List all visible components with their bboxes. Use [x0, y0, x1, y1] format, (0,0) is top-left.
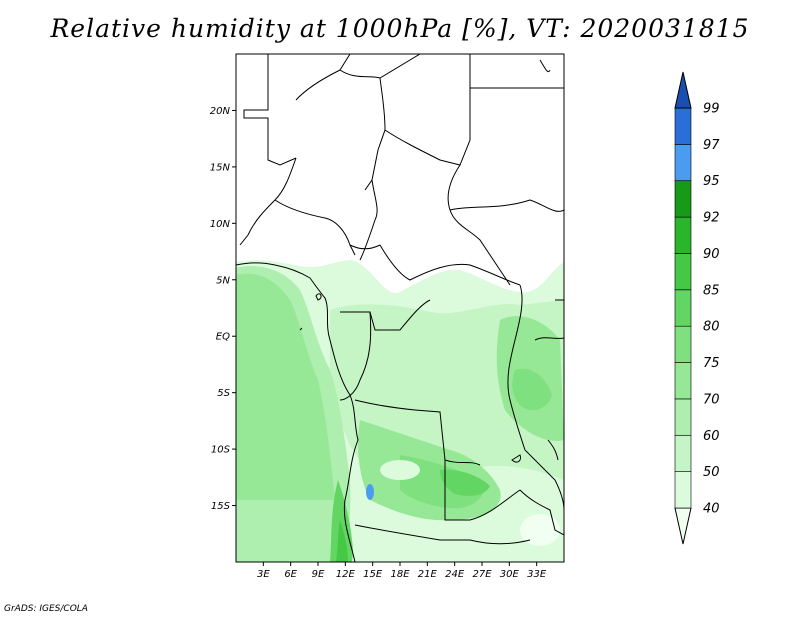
- colorbar-segment: [674, 216, 692, 254]
- latitude-ticks: 20N 15N 10N 5N EQ 5S 10S 15S: [210, 106, 236, 512]
- colorbar-label: 90: [703, 247, 720, 262]
- colorbar-label: 97: [703, 138, 720, 153]
- lat-tick-label: 10N: [210, 219, 231, 230]
- colorbar-segment: [674, 398, 692, 436]
- colorbar-label: 80: [703, 320, 720, 335]
- colorbar-segment: [674, 180, 692, 218]
- colorbar-label: 95: [703, 174, 720, 189]
- colorbar-label: 99: [703, 102, 720, 117]
- colorbar-segment: [674, 434, 692, 472]
- lon-tick-label: 9E: [312, 569, 325, 580]
- colorbar-label: 60: [703, 429, 720, 444]
- colorbar-label: 75: [703, 356, 720, 371]
- lon-tick-label: 33E: [527, 569, 547, 580]
- lon-tick-label: 3E: [257, 569, 270, 580]
- humidity-field: [236, 54, 564, 562]
- colorbar-label: 40: [703, 502, 720, 517]
- colorbar-label: 85: [703, 283, 720, 298]
- colorbar-segment: [674, 253, 692, 291]
- lat-tick-label: EQ: [216, 332, 230, 343]
- colorbar-label: 50: [703, 465, 720, 480]
- lon-tick-label: 21E: [418, 569, 438, 580]
- country-borders: [236, 54, 564, 562]
- colorbar-segment: [674, 325, 692, 363]
- map-title: Relative humidity at 1000hPa [%], VT: 20…: [50, 14, 750, 43]
- lat-tick-label: 5S: [217, 388, 230, 399]
- lon-tick-label: 30E: [500, 569, 520, 580]
- lat-tick-label: 15S: [211, 501, 231, 512]
- colorbar-segment: [674, 107, 692, 145]
- colorbar-max-arrow: [674, 71, 692, 109]
- colorbar-min-arrow: [674, 507, 692, 545]
- lat-tick-label: 5N: [216, 275, 230, 286]
- colorbar-label: 70: [703, 392, 720, 407]
- colorbar-segment: [674, 471, 692, 509]
- lat-tick-label: 15N: [210, 162, 231, 173]
- lat-tick-label: 20N: [210, 106, 231, 117]
- lon-tick-label: 27E: [472, 569, 492, 580]
- lon-tick-label: 24E: [445, 569, 465, 580]
- lon-tick-label: 12E: [336, 569, 356, 580]
- lon-tick-label: 6E: [284, 569, 297, 580]
- lon-tick-label: 15E: [363, 569, 383, 580]
- lon-tick-label: 18E: [390, 569, 410, 580]
- colorbar-segment: [674, 362, 692, 400]
- colorbar: 40 50 60 70 75 80 85 90 92 95 97 99: [674, 71, 720, 545]
- lat-tick-label: 10S: [211, 445, 231, 456]
- colorbar-segment: [674, 144, 692, 182]
- credit-label: GrADS: IGES/COLA: [4, 604, 88, 614]
- colorbar-label: 92: [703, 211, 720, 226]
- longitude-ticks: 3E 6E 9E 12E 15E 18E 21E 24E 27E 30E 33E: [257, 562, 547, 580]
- colorbar-segment: [674, 289, 692, 327]
